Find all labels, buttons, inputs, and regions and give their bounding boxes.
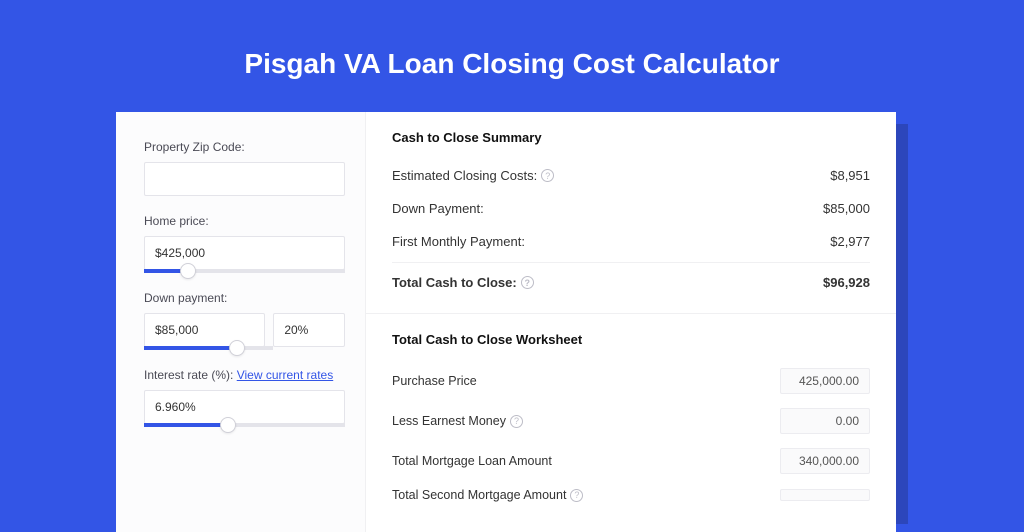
summary-row-value: $8,951 xyxy=(830,168,870,183)
zip-label: Property Zip Code: xyxy=(144,140,345,154)
worksheet-row-value[interactable]: 0.00 xyxy=(780,408,870,434)
summary-row: Estimated Closing Costs: ? $8,951 xyxy=(392,159,870,192)
down-payment-slider-thumb[interactable] xyxy=(229,340,245,356)
interest-rate-slider-fill xyxy=(144,423,228,427)
view-rates-link[interactable]: View current rates xyxy=(237,368,334,382)
help-icon[interactable]: ? xyxy=(510,415,523,428)
down-payment-label: Down payment: xyxy=(144,291,345,305)
zip-input[interactable] xyxy=(144,162,345,196)
worksheet-row: Purchase Price 425,000.00 xyxy=(392,361,870,401)
interest-rate-slider-thumb[interactable] xyxy=(220,417,236,433)
interest-rate-label: Interest rate (%): View current rates xyxy=(144,368,345,382)
interest-rate-label-text: Interest rate (%): xyxy=(144,368,233,382)
down-payment-slider[interactable] xyxy=(144,346,273,350)
calculator-card: Property Zip Code: Home price: Down paym… xyxy=(116,112,896,532)
help-icon[interactable]: ? xyxy=(521,276,534,289)
worksheet-row-label: Purchase Price xyxy=(392,374,477,388)
worksheet-row: Total Second Mortgage Amount ? xyxy=(392,481,870,509)
interest-rate-slider[interactable] xyxy=(144,423,345,427)
summary-row-label: Estimated Closing Costs: xyxy=(392,168,537,183)
home-price-slider-thumb[interactable] xyxy=(180,263,196,279)
down-payment-slider-fill xyxy=(144,346,237,350)
interest-rate-field-group: Interest rate (%): View current rates xyxy=(144,368,345,427)
home-price-label: Home price: xyxy=(144,214,345,228)
summary-row-label: First Monthly Payment: xyxy=(392,234,525,249)
inputs-panel: Property Zip Code: Home price: Down paym… xyxy=(116,112,366,532)
worksheet-row-label: Total Mortgage Loan Amount xyxy=(392,454,552,468)
worksheet-row: Total Mortgage Loan Amount 340,000.00 xyxy=(392,441,870,481)
help-icon[interactable]: ? xyxy=(541,169,554,182)
summary-row: First Monthly Payment: $2,977 xyxy=(392,225,870,258)
cash-to-close-summary: Cash to Close Summary Estimated Closing … xyxy=(366,112,896,314)
page-title: Pisgah VA Loan Closing Cost Calculator xyxy=(0,0,1024,108)
summary-total-label: Total Cash to Close: xyxy=(392,275,517,290)
summary-total-value: $96,928 xyxy=(823,275,870,290)
home-price-slider[interactable] xyxy=(144,269,345,273)
summary-row-value: $85,000 xyxy=(823,201,870,216)
home-price-field-group: Home price: xyxy=(144,214,345,273)
worksheet-row-value[interactable] xyxy=(780,489,870,501)
worksheet-row-value[interactable]: 340,000.00 xyxy=(780,448,870,474)
results-panel: Cash to Close Summary Estimated Closing … xyxy=(366,112,896,532)
summary-row: Down Payment: $85,000 xyxy=(392,192,870,225)
summary-row-label: Down Payment: xyxy=(392,201,484,216)
worksheet-row-label: Less Earnest Money xyxy=(392,414,506,428)
zip-field-group: Property Zip Code: xyxy=(144,140,345,196)
interest-rate-input[interactable] xyxy=(144,390,345,424)
summary-row-value: $2,977 xyxy=(830,234,870,249)
down-payment-field-group: Down payment: xyxy=(144,291,345,350)
summary-total-row: Total Cash to Close: ? $96,928 xyxy=(392,262,870,299)
home-price-input[interactable] xyxy=(144,236,345,270)
worksheet-row-value[interactable]: 425,000.00 xyxy=(780,368,870,394)
down-payment-pct-input[interactable] xyxy=(273,313,345,347)
worksheet: Total Cash to Close Worksheet Purchase P… xyxy=(366,314,896,509)
worksheet-row: Less Earnest Money ? 0.00 xyxy=(392,401,870,441)
summary-title: Cash to Close Summary xyxy=(392,130,870,145)
worksheet-row-label: Total Second Mortgage Amount xyxy=(392,488,566,502)
worksheet-title: Total Cash to Close Worksheet xyxy=(392,332,870,347)
help-icon[interactable]: ? xyxy=(570,489,583,502)
down-payment-input[interactable] xyxy=(144,313,265,347)
